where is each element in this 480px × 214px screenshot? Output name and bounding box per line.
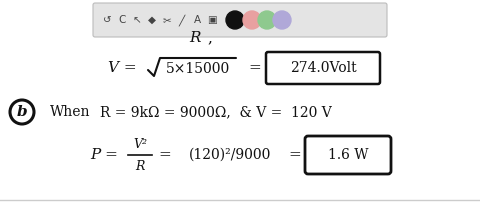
Text: P =: P =	[90, 148, 118, 162]
Text: ◆: ◆	[148, 15, 156, 25]
Circle shape	[258, 11, 276, 29]
FancyBboxPatch shape	[93, 3, 387, 37]
Text: R: R	[189, 31, 201, 45]
FancyBboxPatch shape	[266, 52, 380, 84]
Text: C: C	[118, 15, 126, 25]
Text: ▣: ▣	[207, 15, 217, 25]
Text: =: =	[249, 61, 262, 75]
Text: R = 9kΩ = 9000Ω,  & V =  120 V: R = 9kΩ = 9000Ω, & V = 120 V	[100, 105, 332, 119]
Text: 274.0Volt: 274.0Volt	[290, 61, 356, 75]
FancyBboxPatch shape	[305, 136, 391, 174]
Text: V²: V²	[133, 138, 147, 152]
Circle shape	[226, 11, 244, 29]
Text: ,: ,	[207, 31, 213, 45]
Circle shape	[243, 11, 261, 29]
Text: R: R	[135, 159, 144, 172]
Text: When: When	[50, 105, 91, 119]
Text: (120)²/9000: (120)²/9000	[189, 148, 271, 162]
Text: =: =	[288, 148, 301, 162]
Text: ↖: ↖	[132, 15, 142, 25]
Text: ╱: ╱	[179, 14, 185, 26]
Text: V =: V =	[108, 61, 137, 75]
Text: ✂: ✂	[163, 15, 171, 25]
Text: 1.6 W: 1.6 W	[328, 148, 368, 162]
Text: b: b	[17, 105, 27, 119]
Text: 5×15000: 5×15000	[166, 62, 230, 76]
Text: =: =	[158, 148, 171, 162]
Circle shape	[273, 11, 291, 29]
Text: ↺: ↺	[103, 15, 111, 25]
Text: A: A	[193, 15, 201, 25]
